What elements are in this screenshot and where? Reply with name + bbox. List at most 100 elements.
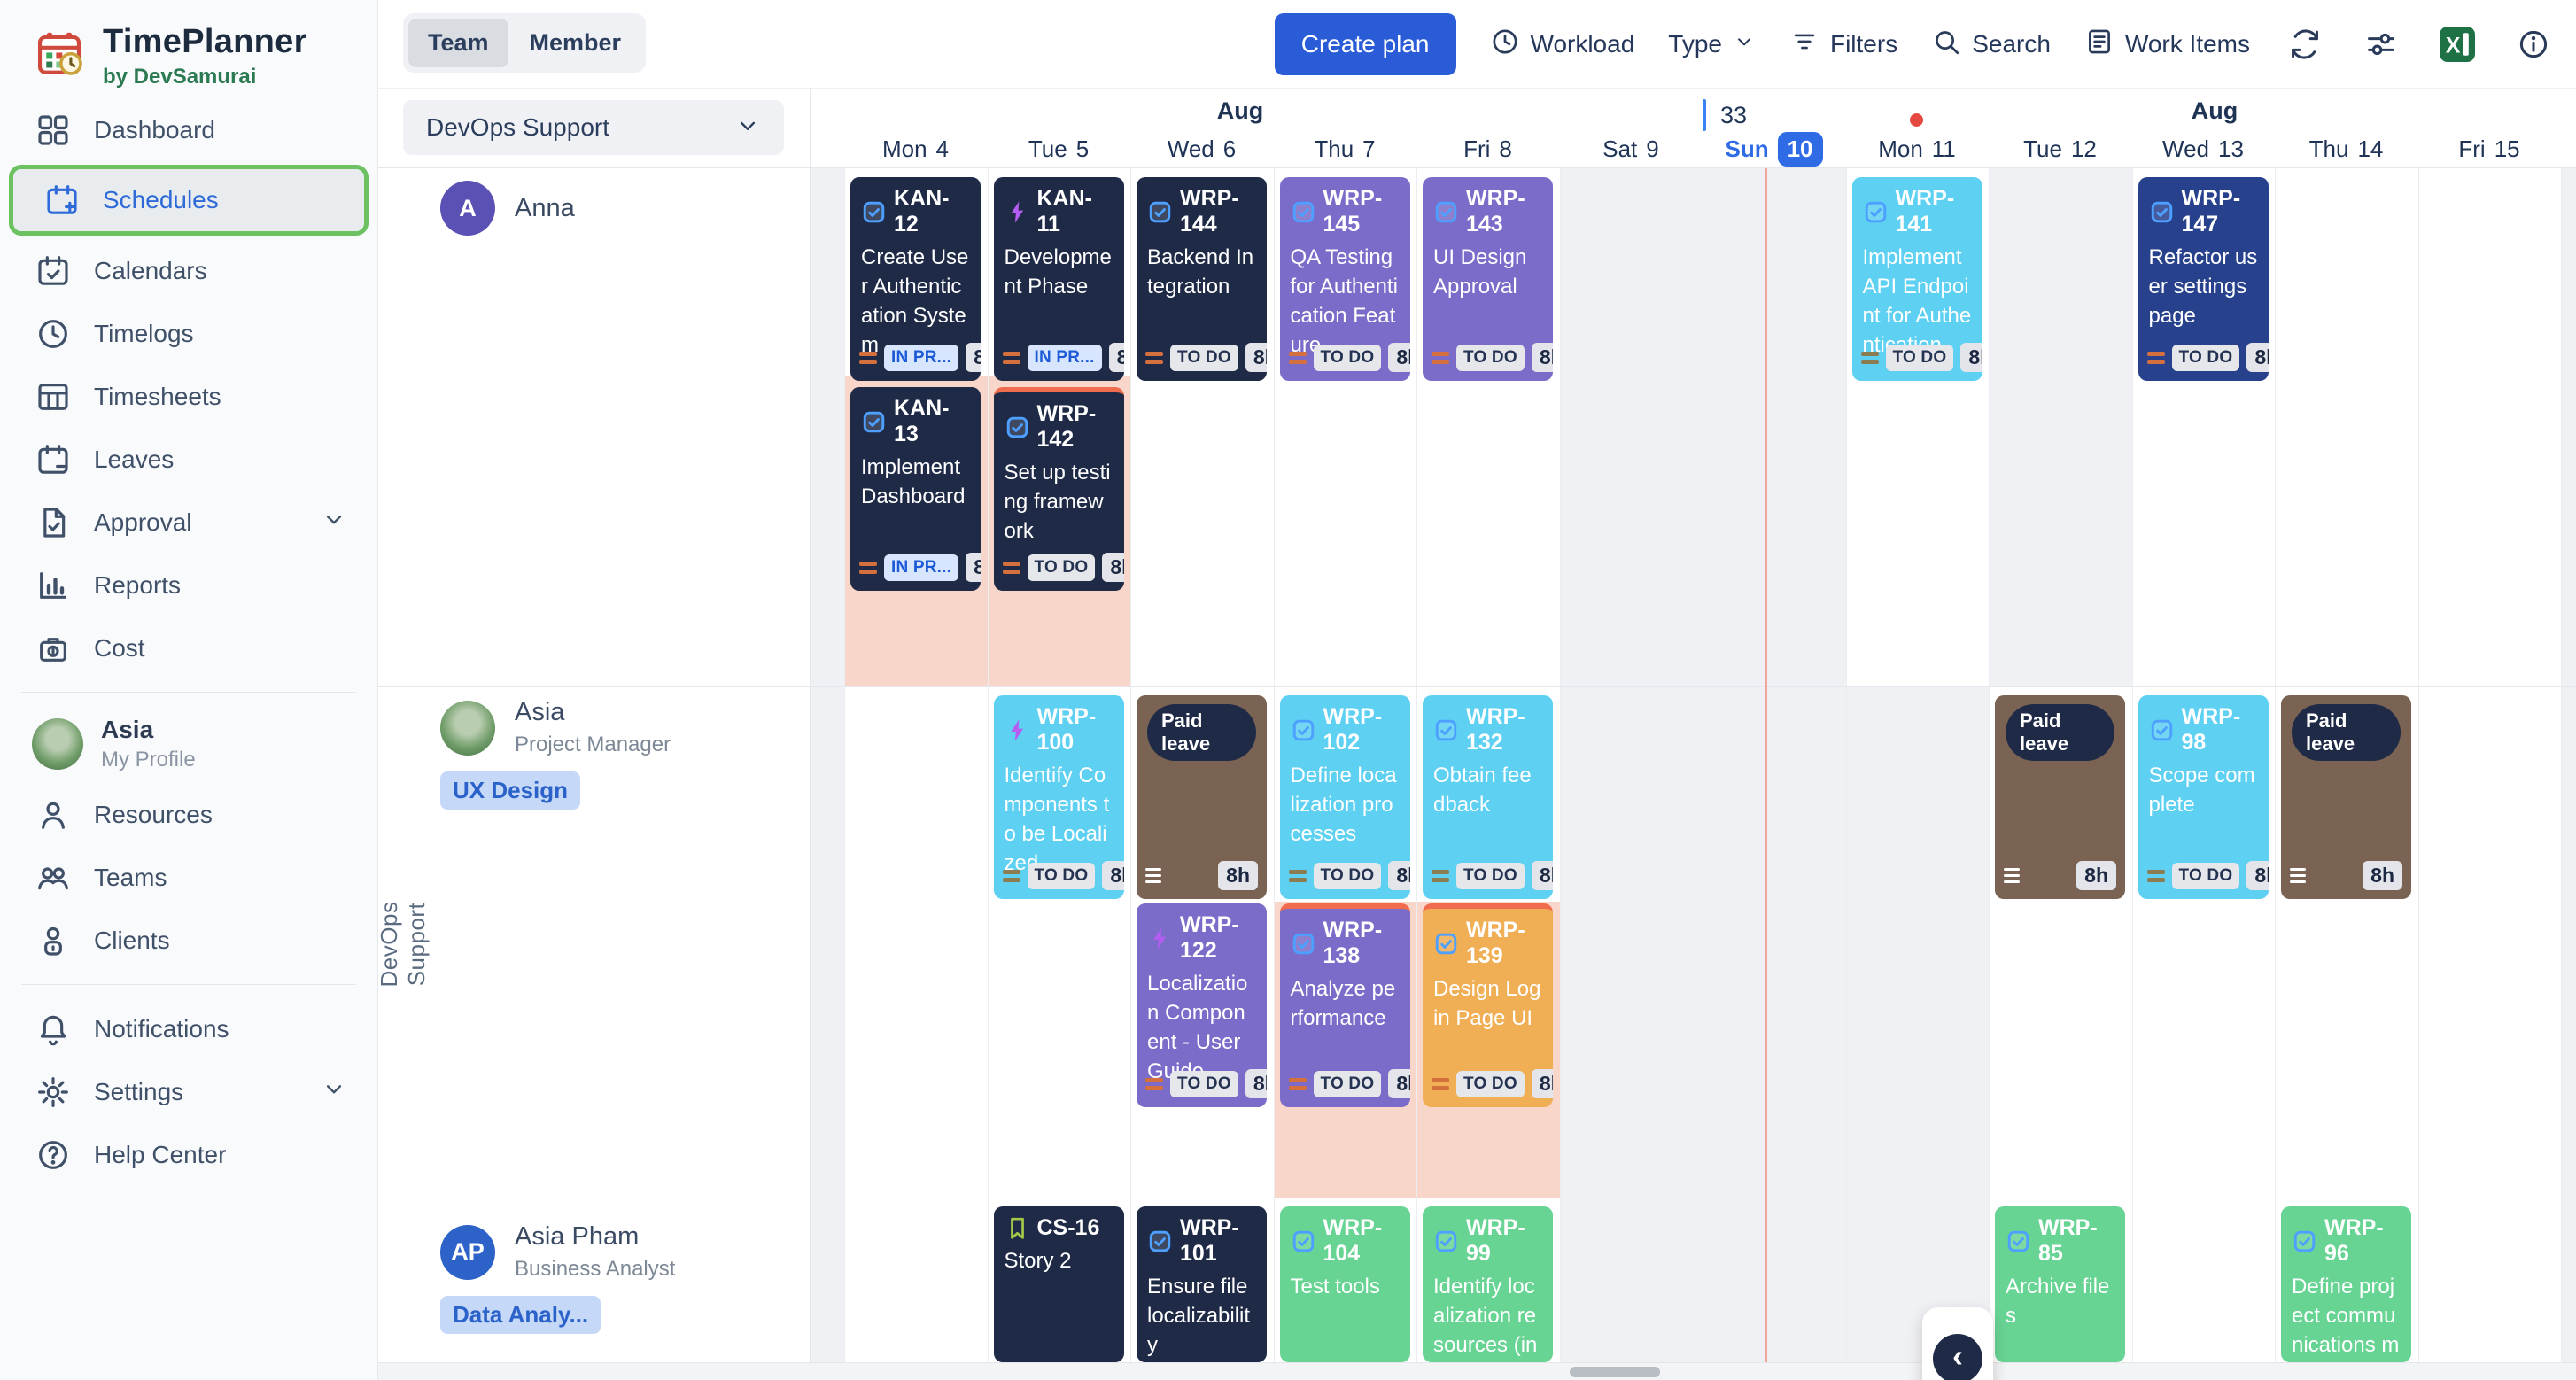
view-toggle-member[interactable]: Member	[529, 29, 622, 56]
day-number: 5	[1075, 135, 1090, 162]
card-footer: TO DO8h	[1002, 861, 1124, 890]
card-key: WRP-102	[1323, 704, 1383, 755]
sidebar-item-calendars[interactable]: Calendars	[0, 239, 377, 302]
hours-badge: 8h	[1108, 343, 1124, 372]
hours-badge: 8h	[1531, 1069, 1553, 1098]
card-key-row: WRP-122	[1147, 912, 1256, 964]
task-card-wrp-101[interactable]: WRP-101 Ensure file localizability	[1137, 1206, 1267, 1362]
toolbar-workload[interactable]: Workload	[1490, 27, 1634, 63]
sidebar-item-timesheets[interactable]: Timesheets	[0, 365, 377, 428]
day-name: Sat	[1602, 135, 1638, 162]
sidebar-item-settings[interactable]: Settings	[0, 1060, 377, 1123]
day-header-thu-14: Thu 14	[2275, 131, 2418, 167]
task-card-wrp-145[interactable]: WRP-145 QA Testing for Authentication Fea…	[1279, 177, 1410, 381]
scrollbar-handle[interactable]	[1570, 1367, 1660, 1377]
card-key-row: KAN-13	[861, 396, 970, 447]
toolbar-type[interactable]: Type	[1668, 30, 1756, 59]
dashboard-icon	[35, 112, 71, 148]
task-card-wrp-138[interactable]: WRP-138 Analyze performance TO DO8h	[1279, 903, 1410, 1107]
task-card-wrp-85[interactable]: WRP-85 Archive files	[1995, 1206, 2125, 1362]
task-card-wrp-122[interactable]: WRP-122 Localization Component - User Gui…	[1137, 903, 1267, 1107]
chevron-down-icon	[321, 506, 347, 539]
day-number: 6	[1222, 135, 1237, 162]
card-key-row: WRP-145	[1291, 186, 1400, 237]
priority-icon	[859, 561, 877, 574]
chevron-down-icon	[321, 1075, 347, 1108]
status-badge: TO DO	[1027, 554, 1096, 581]
status-badge: IN PR...	[884, 554, 959, 581]
day-name: Fri	[2458, 135, 2486, 162]
task-type-icon	[1291, 1229, 1316, 1254]
sidebar-item-resources[interactable]: Resources	[0, 783, 377, 846]
team-selector-dropdown[interactable]: DevOps Support	[403, 100, 784, 155]
task-card-wrp-102[interactable]: WRP-102 Define localization processes TO D…	[1279, 695, 1410, 899]
collapse-panel-button[interactable]: ‹	[1922, 1307, 1993, 1380]
task-card-wrp-144[interactable]: WRP-144 Backend Integration TO DO 8h	[1137, 177, 1267, 381]
task-card-wrp-98[interactable]: WRP-98 Scope complete TO DO8h	[2138, 695, 2269, 899]
sidebar-item-approval[interactable]: Approval	[0, 491, 377, 554]
info-icon[interactable]	[2512, 23, 2555, 66]
member-name: Asia Pham	[515, 1222, 640, 1251]
card-footer: TO DO8h	[1288, 1069, 1410, 1098]
menu-icon	[1145, 868, 1161, 883]
grid-line	[1845, 168, 1847, 1362]
card-key-row: WRP-143	[1433, 186, 1542, 237]
task-card-wrp-99[interactable]: WRP-99 Identify localization resources (i…	[1423, 1206, 1553, 1362]
task-card-kan-13[interactable]: KAN-13 Implement Dashboard IN PR... 8h	[850, 387, 981, 591]
sidebar-item-cost[interactable]: Cost	[0, 616, 377, 679]
task-card-wrp-147[interactable]: WRP-147 Refactor user settings page TO DO 8…	[2138, 177, 2269, 381]
divider	[21, 692, 356, 693]
sidebar-item-teams[interactable]: Teams	[0, 846, 377, 909]
sidebar-item-clients[interactable]: Clients	[0, 909, 377, 972]
card-title: Create User Authentication System	[861, 245, 969, 357]
task-card-wrp-132[interactable]: WRP-132 Obtain feedback TO DO8h	[1423, 695, 1553, 899]
card-title: Define localization processes	[1290, 764, 1397, 846]
help-icon	[35, 1137, 71, 1173]
hours-badge: 8h	[966, 553, 981, 582]
task-card-cs-16[interactable]: CS-16 Story 2	[993, 1206, 1124, 1362]
status-badge: TO DO	[1313, 1070, 1382, 1097]
task-card-wrp-104[interactable]: WRP-104 Test tools	[1279, 1206, 1410, 1362]
user-icon	[35, 797, 71, 833]
status-badge: TO DO	[2171, 344, 2240, 371]
sliders-icon[interactable]	[2360, 23, 2402, 66]
toolbar-filters[interactable]: Filters	[1789, 27, 1897, 63]
create-plan-button[interactable]: Create plan	[1274, 13, 1456, 75]
status-badge: TO DO	[1885, 344, 1954, 371]
task-card-paid-leave[interactable]: Paid leave 8h	[1137, 695, 1267, 899]
task-card-wrp-139[interactable]: WRP-139 Design Login Page UI TO DO8h	[1423, 903, 1553, 1107]
status-badge: TO DO	[1027, 862, 1096, 889]
excel-icon[interactable]: X	[2436, 23, 2479, 66]
task-card-wrp-100[interactable]: WRP-100 Identify Components to be Localiz…	[993, 695, 1124, 899]
toolbar-work-items[interactable]: Work Items	[2084, 27, 2250, 63]
sidebar-item-dashboard[interactable]: Dashboard	[0, 98, 377, 161]
sidebar-item-reports[interactable]: Reports	[0, 554, 377, 616]
avatar	[32, 718, 83, 770]
task-card-wrp-143[interactable]: WRP-143 UI Design Approval TO DO8h	[1423, 177, 1553, 381]
sidebar-item-timelogs[interactable]: Timelogs	[0, 302, 377, 365]
task-card-paid-leave[interactable]: Paid leave 8h	[1995, 695, 2125, 899]
priority-icon	[1288, 1077, 1307, 1090]
task-card-paid-leave[interactable]: Paid leave 8h	[2281, 695, 2411, 899]
sidebar-item-help-center[interactable]: Help Center	[0, 1123, 377, 1186]
month-label: Aug	[1216, 97, 1264, 124]
sidebar-item-leaves[interactable]: Leaves	[0, 428, 377, 491]
task-card-wrp-142[interactable]: WRP-142 Set up testing framework TO DO8h	[993, 387, 1124, 591]
card-title: Scope complete	[2148, 764, 2255, 817]
task-card-wrp-96[interactable]: WRP-96 Define project communications matr…	[2281, 1206, 2411, 1362]
gear-icon	[35, 1074, 71, 1110]
view-toggle-team[interactable]: Team	[408, 19, 508, 67]
task-card-kan-12[interactable]: KAN-12 Create User Authentication System I…	[850, 177, 981, 381]
epic-type-icon	[1005, 199, 1030, 225]
horizontal-scrollbar[interactable]	[378, 1362, 2576, 1380]
sidebar-item-schedules[interactable]: Schedules	[9, 165, 369, 236]
toolbar-search[interactable]: Search	[1931, 27, 2051, 63]
sidebar-profile[interactable]: Asia My Profile	[0, 705, 377, 783]
sidebar-item-notifications[interactable]: Notifications	[0, 997, 377, 1060]
card-key-row: CS-16	[1005, 1215, 1113, 1241]
member-skill-tag[interactable]: UX Design	[440, 771, 581, 810]
member-skill-tag[interactable]: Data Analy...	[440, 1296, 601, 1334]
sync-icon[interactable]	[2284, 23, 2326, 66]
task-card-wrp-141[interactable]: WRP-141 Implement API Endpoint for Authen…	[1851, 177, 1982, 381]
task-card-kan-11[interactable]: KAN-11 Development Phase IN PR...8h	[993, 177, 1124, 381]
